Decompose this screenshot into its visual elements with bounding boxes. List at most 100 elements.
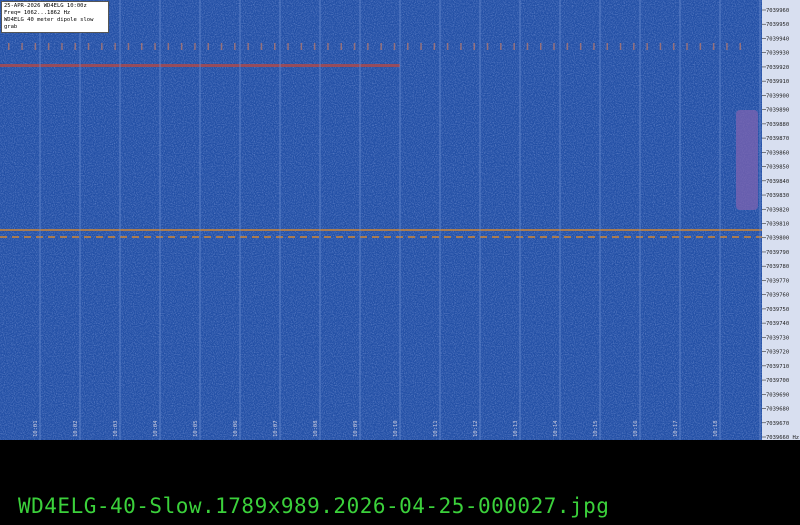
- tick: [526, 43, 529, 50]
- tick: [180, 43, 183, 50]
- tick: [420, 43, 422, 50]
- freq-label: 7039910: [766, 79, 789, 85]
- tick: [380, 43, 382, 50]
- freq-label: 7039750: [766, 307, 789, 313]
- tick: [553, 43, 555, 50]
- freq-label: 7039670: [766, 421, 789, 427]
- tick: [260, 43, 263, 50]
- freq-label: 7039680: [766, 407, 789, 413]
- freq-label: 7039840: [766, 179, 789, 185]
- tick: [446, 43, 449, 50]
- time-label: 10:12: [473, 420, 479, 437]
- time-label: 10:11: [433, 420, 439, 437]
- time-label: 10:14: [553, 420, 559, 437]
- tick: [407, 43, 409, 50]
- border: [0, 440, 800, 445]
- freq-label: 7039830: [766, 193, 789, 199]
- signal-trace: [0, 229, 762, 231]
- spectrogram: 7039960 7039950 7039940 7039930 7039920 70399…: [0, 0, 800, 445]
- freq-label: 7039730: [766, 335, 789, 341]
- tick: [460, 43, 462, 50]
- tick: [21, 43, 23, 50]
- noise: [0, 0, 762, 440]
- tick: [513, 43, 515, 50]
- time-label: 10:07: [273, 420, 279, 437]
- tick: [699, 43, 702, 50]
- time-label: 10:08: [313, 420, 319, 437]
- freq-label: 7039700: [766, 378, 789, 384]
- time-label: 10:05: [193, 420, 199, 437]
- freq-label: 7039880: [766, 122, 789, 128]
- freq-label: 7039760: [766, 293, 789, 299]
- freq-label: 7039950: [766, 22, 789, 28]
- freq-label: 7039660 Hz: [766, 435, 799, 441]
- tick: [659, 43, 662, 50]
- time-label: 10:01: [33, 420, 39, 437]
- freq-label: 7039960: [766, 8, 789, 14]
- tick: [540, 43, 542, 50]
- tick: [739, 43, 741, 50]
- tick: [274, 43, 276, 50]
- freq-label: 7039770: [766, 278, 789, 284]
- time-label: 10:03: [113, 420, 119, 437]
- signal-blob: [736, 110, 758, 210]
- tick: [606, 43, 608, 50]
- freq-label: 7039740: [766, 321, 789, 327]
- time-label: 10:06: [233, 420, 239, 437]
- time-label: 10:09: [353, 420, 359, 437]
- tick: [433, 43, 436, 50]
- tick: [8, 43, 10, 50]
- tick: [74, 43, 76, 50]
- tick: [207, 43, 209, 50]
- tick: [61, 43, 63, 50]
- tick: [114, 43, 116, 50]
- freq-label: 7039860: [766, 150, 789, 156]
- freq-label: 7039820: [766, 207, 789, 213]
- info-line: 25-APR-2026 WD4ELG 10:00z: [4, 3, 87, 9]
- time-label: 10:13: [513, 420, 519, 437]
- tick: [500, 43, 502, 50]
- tick: [34, 43, 37, 50]
- tick: [673, 43, 675, 50]
- freq-label: 7039900: [766, 93, 789, 99]
- freq-label: 7039870: [766, 136, 789, 142]
- tick: [367, 43, 369, 50]
- tick: [686, 43, 688, 50]
- time-label: 10:10: [393, 420, 399, 437]
- tick: [712, 43, 715, 50]
- time-label: 10:04: [153, 420, 159, 437]
- tick: [646, 43, 648, 50]
- tick: [87, 43, 90, 50]
- tick: [127, 43, 130, 50]
- tick: [353, 43, 356, 50]
- info-line: WD4ELG 40 meter dipole slow grab: [4, 17, 94, 30]
- tick: [393, 43, 396, 50]
- tick: [101, 43, 103, 50]
- tick: [340, 43, 342, 50]
- tick: [234, 43, 236, 50]
- tick: [167, 43, 170, 50]
- tick: [154, 43, 156, 50]
- tick: [247, 43, 249, 50]
- tick: [220, 43, 223, 50]
- tick: [566, 43, 569, 50]
- tick: [726, 43, 728, 50]
- freq-label: 7039810: [766, 222, 789, 228]
- freq-label: 7039720: [766, 350, 789, 356]
- freq-label: 7039930: [766, 51, 789, 57]
- info-box: 25-APR-2026 WD4ELG 10:00z Freq= 1062...18…: [1, 1, 109, 33]
- tick: [579, 43, 582, 50]
- freq-label: 7039690: [766, 392, 789, 398]
- tick: [473, 43, 475, 50]
- tick: [593, 43, 595, 50]
- freq-scale: [762, 0, 800, 440]
- tick: [619, 43, 622, 50]
- tick: [287, 43, 289, 50]
- time-label: 10:16: [633, 420, 639, 437]
- freq-label: 7039850: [766, 165, 789, 171]
- time-label: 10:18: [713, 420, 719, 437]
- caption: WD4ELG-40-Slow.1789x989.2026-04-25-00002…: [18, 494, 610, 518]
- freq-label: 7039800: [766, 236, 789, 242]
- info-line: Freq= 1062...1862 Hz: [4, 10, 71, 16]
- freq-label: 7039710: [766, 364, 789, 370]
